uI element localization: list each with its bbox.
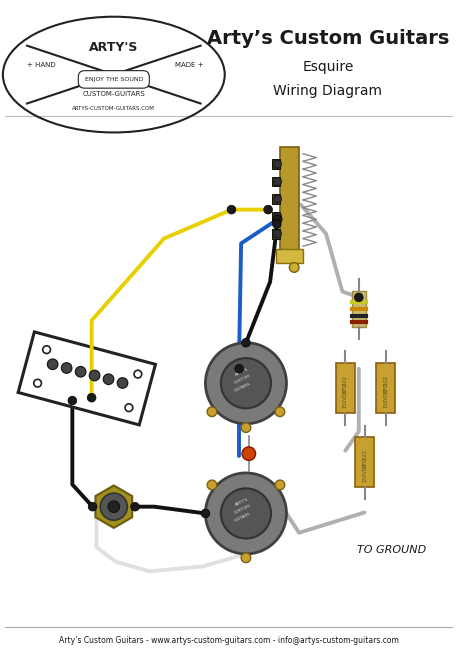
Text: ARTY'S: ARTY'S — [235, 367, 249, 377]
Text: ARTY'S: ARTY'S — [89, 41, 138, 54]
Circle shape — [275, 407, 285, 417]
Text: 150VDC: 150VDC — [362, 462, 367, 482]
Bar — [272, 159, 280, 169]
Circle shape — [221, 488, 271, 539]
Text: GUITARS: GUITARS — [233, 381, 251, 393]
Text: Wiring Diagram: Wiring Diagram — [273, 84, 383, 98]
Text: MFD: MFD — [362, 457, 367, 468]
Circle shape — [273, 220, 281, 228]
Circle shape — [264, 205, 273, 214]
Circle shape — [275, 480, 285, 490]
Bar — [352, 291, 365, 327]
Circle shape — [273, 215, 282, 224]
Circle shape — [61, 362, 72, 373]
Bar — [355, 438, 374, 487]
Bar — [276, 249, 303, 263]
Circle shape — [274, 178, 282, 186]
Circle shape — [68, 396, 77, 405]
Circle shape — [289, 263, 299, 272]
Text: Arty’s Custom Guitars: Arty’s Custom Guitars — [207, 29, 449, 48]
Text: .022: .022 — [383, 375, 388, 386]
Circle shape — [207, 407, 217, 417]
Text: 150VDC: 150VDC — [383, 388, 388, 407]
Circle shape — [207, 480, 217, 490]
Circle shape — [274, 195, 282, 203]
Bar — [280, 147, 299, 253]
Circle shape — [88, 502, 97, 511]
Text: ARTY'S: ARTY'S — [235, 497, 249, 507]
Bar — [272, 177, 280, 186]
Text: 150VDC: 150VDC — [343, 388, 348, 407]
Circle shape — [227, 205, 236, 214]
Circle shape — [117, 378, 128, 389]
Text: + HAND: + HAND — [27, 62, 56, 68]
Circle shape — [87, 393, 96, 402]
Text: Esquire: Esquire — [302, 60, 354, 74]
Circle shape — [201, 509, 210, 518]
Circle shape — [205, 343, 286, 423]
Circle shape — [103, 374, 114, 385]
Bar — [272, 229, 280, 239]
Text: MADE +: MADE + — [175, 62, 203, 68]
Text: .022: .022 — [362, 449, 367, 460]
Text: TO GROUND: TO GROUND — [357, 545, 426, 555]
Circle shape — [242, 338, 250, 347]
Text: .022: .022 — [343, 375, 348, 386]
Text: MFD: MFD — [383, 383, 388, 393]
Text: ARTYS-CUSTOM-GUITARS.COM: ARTYS-CUSTOM-GUITARS.COM — [73, 106, 155, 111]
Text: GUITARS: GUITARS — [233, 512, 251, 523]
Circle shape — [75, 366, 86, 377]
Text: CUSTOM: CUSTOM — [233, 504, 251, 515]
Circle shape — [47, 359, 58, 370]
Circle shape — [241, 553, 251, 563]
Text: CUSTOM-GUITARS: CUSTOM-GUITARS — [82, 91, 145, 97]
Text: MFD: MFD — [343, 383, 348, 393]
Circle shape — [131, 502, 139, 511]
Circle shape — [242, 447, 255, 460]
Text: CUSTOM: CUSTOM — [233, 374, 251, 385]
Bar — [272, 194, 280, 204]
Circle shape — [274, 160, 282, 168]
Circle shape — [205, 473, 286, 554]
Circle shape — [221, 358, 271, 408]
Circle shape — [274, 230, 282, 238]
Circle shape — [355, 293, 363, 302]
Text: ENJOY THE SOUND: ENJOY THE SOUND — [84, 77, 143, 82]
Circle shape — [89, 371, 100, 381]
Circle shape — [274, 212, 282, 220]
Circle shape — [100, 493, 128, 520]
Circle shape — [235, 364, 244, 373]
Bar — [376, 363, 395, 413]
Circle shape — [241, 423, 251, 432]
Polygon shape — [18, 332, 155, 425]
Bar — [336, 363, 355, 413]
Bar — [272, 212, 280, 221]
Circle shape — [108, 501, 119, 513]
Text: Arty’s Custom Guitars - www.artys-custom-guitars.com - info@artys-custom-guitars: Arty’s Custom Guitars - www.artys-custom… — [59, 636, 399, 645]
